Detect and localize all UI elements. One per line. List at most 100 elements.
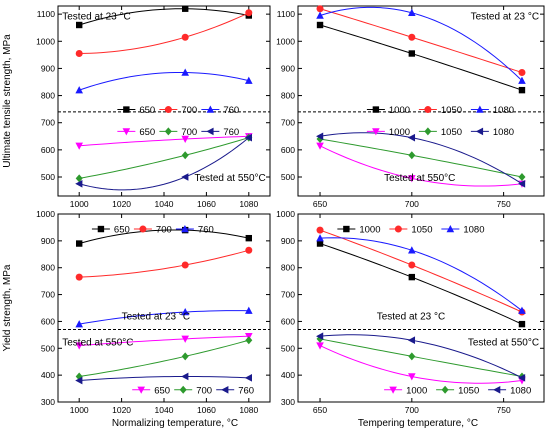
series-line-rt-700 bbox=[79, 249, 249, 278]
x-tick-label: 1000 bbox=[70, 405, 89, 415]
plot-frame bbox=[57, 213, 271, 403]
legend-marker-650 bbox=[122, 128, 131, 136]
y-tick-label: 500 bbox=[41, 172, 55, 182]
data-point-ht-760 bbox=[181, 173, 189, 181]
annotation-text: Tested at 23 °C bbox=[377, 311, 445, 322]
legend-marker-1050 bbox=[424, 106, 432, 114]
y-tick-label: 900 bbox=[41, 63, 55, 73]
legend-label: 1050 bbox=[458, 385, 479, 396]
legend-marker-1080 bbox=[446, 225, 455, 233]
y-tick-label: 600 bbox=[41, 316, 55, 326]
annotation-text: Tested at 23 °C bbox=[122, 311, 190, 322]
data-point-rt-760 bbox=[181, 68, 189, 76]
legend-marker-650 bbox=[123, 106, 130, 113]
chart-panel-uts_vs_normalizing: 1000 1020 1040 1060 1080 500 600 700 800 900 1000 1… bbox=[36, 5, 271, 209]
data-point-rt-760 bbox=[75, 320, 83, 328]
chart-panel-uts_vs_tempering: 650 700 750 500 600 700 800 900 1000 1100 Tested a… bbox=[276, 5, 545, 209]
legend-label: 1000 bbox=[389, 127, 410, 138]
data-point-ht-760 bbox=[244, 374, 252, 382]
legend-label: 1080 bbox=[493, 127, 514, 138]
data-point-rt-1050 bbox=[518, 69, 526, 76]
legend-label: 650 bbox=[139, 127, 155, 138]
y-tick-label: 700 bbox=[41, 118, 55, 128]
annotation-text: Tested at 550°C bbox=[384, 173, 455, 184]
y-tick-label: 600 bbox=[281, 316, 295, 326]
data-point-ht-1000 bbox=[408, 373, 416, 381]
data-point-rt-1050 bbox=[408, 33, 416, 41]
legend-marker-1000 bbox=[372, 128, 380, 136]
data-point-rt-1000 bbox=[316, 240, 324, 247]
legend-label: 760 bbox=[198, 225, 214, 236]
x-tick-label: 650 bbox=[313, 199, 327, 209]
y-tick-label: 500 bbox=[41, 343, 55, 353]
series-line-ht-1080 bbox=[319, 132, 523, 185]
plot-frame bbox=[297, 5, 545, 197]
series-line-ht-700 bbox=[79, 137, 249, 179]
series-line-ht-1050 bbox=[319, 138, 523, 178]
data-point-ht-1000 bbox=[408, 175, 416, 183]
data-point-rt-1080 bbox=[316, 234, 324, 242]
data-point-ht-700 bbox=[75, 174, 83, 183]
x-tick-label: 1060 bbox=[197, 405, 216, 415]
data-point-ht-760 bbox=[181, 372, 189, 381]
annotation-text: Tested at 550°C bbox=[468, 338, 539, 349]
data-point-rt-1080 bbox=[316, 11, 324, 19]
y-tick-label: 500 bbox=[281, 172, 295, 182]
x-axis-label-left: Normalizing temperature, °C bbox=[112, 418, 238, 429]
y-tick-label: 1100 bbox=[37, 9, 56, 19]
series-line-rt-760 bbox=[79, 310, 249, 325]
data-point-ht-700 bbox=[181, 151, 189, 160]
data-point-rt-650 bbox=[76, 240, 83, 247]
series-line-rt-650 bbox=[79, 8, 249, 26]
legend-marker-760 bbox=[206, 127, 214, 136]
y-axis-label-top: Ultimate tensile strength, MPa bbox=[2, 34, 13, 168]
legend-marker-650 bbox=[137, 386, 145, 394]
data-point-ht-1000 bbox=[316, 342, 324, 350]
legend-label: 700 bbox=[196, 385, 212, 396]
legend-marker-1000 bbox=[372, 106, 380, 113]
data-point-ht-700 bbox=[181, 352, 189, 361]
legend-marker-700 bbox=[179, 385, 187, 394]
legend-label: 760 bbox=[223, 127, 239, 138]
data-point-ht-760 bbox=[75, 376, 83, 385]
series-line-rt-1050 bbox=[319, 8, 523, 73]
data-point-rt-1050 bbox=[408, 261, 416, 269]
series-line-rt-650 bbox=[79, 229, 249, 245]
legend-marker-650 bbox=[97, 225, 105, 233]
legend-label: 1000 bbox=[359, 225, 380, 236]
legend-marker-1080 bbox=[475, 127, 484, 136]
data-point-rt-650 bbox=[245, 234, 252, 242]
legend-label: 700 bbox=[181, 127, 197, 138]
series-line-ht-650 bbox=[79, 135, 249, 147]
data-point-rt-760 bbox=[245, 306, 253, 314]
legend-label: 760 bbox=[223, 105, 239, 116]
x-tick-label: 1020 bbox=[112, 405, 131, 415]
data-point-rt-700 bbox=[245, 9, 253, 17]
legend-marker-760 bbox=[206, 105, 215, 113]
data-point-rt-650 bbox=[76, 21, 83, 29]
x-tick-label: 1000 bbox=[70, 199, 89, 209]
annotation-text: Tested at 23 °C bbox=[471, 11, 539, 22]
data-point-ht-1050 bbox=[408, 352, 416, 361]
y-tick-label: 1000 bbox=[276, 209, 295, 219]
y-tick-label: 700 bbox=[281, 118, 295, 128]
legend-label: 760 bbox=[238, 385, 254, 396]
y-tick-label: 500 bbox=[281, 343, 295, 353]
legend-marker-760 bbox=[221, 385, 229, 394]
x-tick-label: 1040 bbox=[155, 199, 174, 209]
data-point-ht-1080 bbox=[407, 336, 416, 345]
series-line-rt-700 bbox=[79, 12, 250, 54]
series-line-rt-1080 bbox=[319, 6, 523, 82]
y-tick-label: 700 bbox=[281, 290, 295, 300]
data-point-rt-1080 bbox=[408, 246, 416, 254]
data-point-rt-760 bbox=[75, 86, 83, 94]
series-line-ht-700 bbox=[79, 339, 249, 377]
data-point-rt-1080 bbox=[518, 76, 526, 84]
series-line-ht-650 bbox=[79, 335, 249, 347]
data-point-rt-700 bbox=[75, 50, 83, 57]
data-point-ht-650 bbox=[181, 135, 189, 143]
x-tick-label: 750 bbox=[497, 405, 511, 415]
legend-label: 1000 bbox=[406, 385, 427, 396]
series-line-ht-1000 bbox=[319, 145, 523, 187]
